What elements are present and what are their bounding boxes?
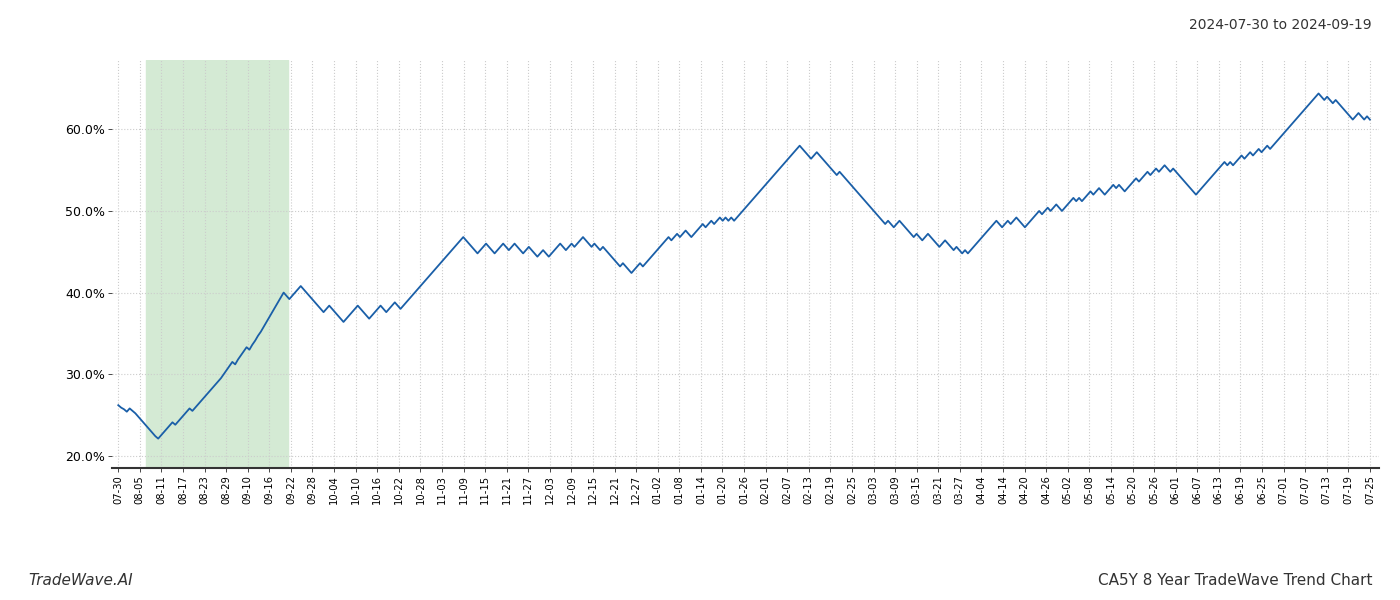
- Text: 2024-07-30 to 2024-09-19: 2024-07-30 to 2024-09-19: [1190, 18, 1372, 32]
- Text: CA5Y 8 Year TradeWave Trend Chart: CA5Y 8 Year TradeWave Trend Chart: [1098, 573, 1372, 588]
- Text: TradeWave.AI: TradeWave.AI: [28, 573, 133, 588]
- Bar: [146, 60, 287, 468]
